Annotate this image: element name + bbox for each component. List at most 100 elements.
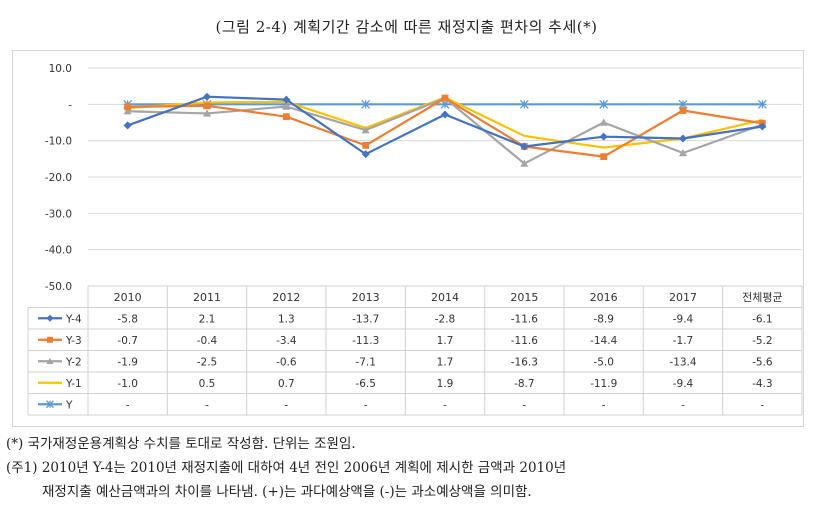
legend-key-marker xyxy=(47,336,53,343)
data-point xyxy=(520,142,529,151)
data-label: -5.8 xyxy=(117,313,138,325)
data-point xyxy=(678,99,688,109)
legend-label: Y-3 xyxy=(65,335,82,347)
data-point xyxy=(361,99,371,109)
data-point xyxy=(362,141,370,149)
data-label: - xyxy=(681,399,685,411)
data-point xyxy=(599,99,609,109)
legend-label: Y xyxy=(65,399,73,411)
chart-area: 10.0 - -10.0 -20.0 -30.0 -40.0 -50.0 2010 2011 20… xyxy=(12,50,804,427)
data-point xyxy=(124,103,132,111)
data-label: - xyxy=(522,399,526,411)
data-label: -8.7 xyxy=(514,378,535,390)
data-point xyxy=(203,102,211,110)
chart-title: (그림 2-4) 계획기간 감소에 따른 재정지출 편차의 추세(*) xyxy=(215,18,598,36)
data-label: -1.9 xyxy=(117,356,138,368)
y-tick-label: -40.0 xyxy=(45,245,72,257)
x-tick-label: 2012 xyxy=(272,291,300,304)
data-point xyxy=(600,153,608,161)
y-tick-label: -30.0 xyxy=(45,208,72,220)
x-tick-label: 2017 xyxy=(669,291,697,304)
data-point xyxy=(123,121,132,130)
y-tick-label: 10.0 xyxy=(49,63,72,75)
y-tick-label: -20.0 xyxy=(45,172,72,184)
data-label: - xyxy=(364,399,368,411)
data-label: -14.4 xyxy=(590,335,617,347)
data-label: 2.1 xyxy=(199,313,216,325)
x-tick-label: 2015 xyxy=(510,291,538,304)
data-label: -6.5 xyxy=(355,378,376,390)
data-label: -2.5 xyxy=(197,356,218,368)
data-point xyxy=(441,94,449,102)
data-point xyxy=(679,107,687,114)
y-tick-label: - xyxy=(68,99,72,111)
data-label: -0.4 xyxy=(197,335,218,347)
footnote-1: (주1) 2010년 Y-4는 2010년 재정지출에 대하여 4년 전인 20… xyxy=(6,460,567,476)
data-label: -11.9 xyxy=(590,378,617,390)
data-point xyxy=(361,150,370,159)
x-tick-label: 2011 xyxy=(193,291,221,304)
data-point xyxy=(282,95,291,104)
legend-key-marker xyxy=(46,400,54,409)
data-label: -3.4 xyxy=(276,335,297,347)
data-point xyxy=(599,132,608,141)
data-label: -5.6 xyxy=(752,356,773,368)
line-chart-with-data-table: 10.0 - -10.0 -20.0 -30.0 -40.0 -50.0 2010 2011 20… xyxy=(27,63,803,416)
data-label: 1.3 xyxy=(278,313,295,325)
data-label: -0.7 xyxy=(117,335,138,347)
footnote-1-continued: 재정지출 예산금액과의 차이를 나타냄. (+)는 과다예상액을 (-)는 과소… xyxy=(42,484,532,500)
data-label: -0.6 xyxy=(276,356,297,368)
data-label: -7.1 xyxy=(355,356,376,368)
data-point xyxy=(282,102,291,110)
data-point xyxy=(203,109,211,117)
data-point xyxy=(441,110,449,119)
x-tick-label: 2010 xyxy=(114,291,142,304)
data-label: 1.7 xyxy=(437,335,454,347)
data-point xyxy=(203,92,211,101)
data-label: -4.3 xyxy=(752,378,773,390)
data-label: -13.7 xyxy=(352,313,379,325)
data-label: -2.8 xyxy=(435,313,456,325)
footnote-unit: (*) 국가재정운용계획상 수치를 토대로 작성함. 단위는 조원임. xyxy=(6,436,356,452)
data-point xyxy=(520,159,529,167)
footnotes: (*) 국가재정운용계획상 수치를 토대로 작성함. 단위는 조원임. (주1)… xyxy=(6,432,806,504)
data-label: -16.3 xyxy=(511,356,538,368)
data-point xyxy=(361,126,370,134)
data-label: -9.4 xyxy=(673,313,694,325)
data-label: - xyxy=(602,399,606,411)
data-label: -8.9 xyxy=(593,313,614,325)
legend-key-marker xyxy=(46,357,54,365)
legend-key-marker xyxy=(46,314,54,322)
data-label: -13.4 xyxy=(669,356,696,368)
data-label: -5.2 xyxy=(752,335,773,347)
data-label: -1.7 xyxy=(673,335,694,347)
data-label: -1.0 xyxy=(117,378,138,390)
data-label: -6.1 xyxy=(752,313,773,325)
data-point xyxy=(123,107,132,115)
data-label: - xyxy=(205,399,209,411)
x-tick-label: 2014 xyxy=(431,291,459,304)
data-point xyxy=(679,134,687,143)
legend-label: Y-2 xyxy=(65,356,82,368)
data-label: - xyxy=(443,399,447,411)
data-label: -11.3 xyxy=(352,335,379,347)
x-tick-label: 2016 xyxy=(590,291,618,304)
y-tick-label: -10.0 xyxy=(45,136,72,148)
data-point xyxy=(599,118,608,126)
data-label: - xyxy=(126,399,130,411)
data-label: - xyxy=(284,399,288,411)
data-label: 0.5 xyxy=(199,378,216,390)
x-tick-label: 2013 xyxy=(352,291,380,304)
data-label: -5.0 xyxy=(593,356,614,368)
data-point xyxy=(757,99,767,109)
data-point xyxy=(282,113,290,121)
data-label: -11.6 xyxy=(511,313,538,325)
data-label: -9.4 xyxy=(673,378,694,390)
y-tick-label: -50.0 xyxy=(45,281,72,293)
data-label: 1.7 xyxy=(437,356,454,368)
data-point xyxy=(758,122,767,131)
data-label: 0.7 xyxy=(278,378,295,390)
legend-label: Y-4 xyxy=(65,313,82,325)
data-point xyxy=(679,149,687,157)
legend-label: Y-1 xyxy=(65,378,82,390)
